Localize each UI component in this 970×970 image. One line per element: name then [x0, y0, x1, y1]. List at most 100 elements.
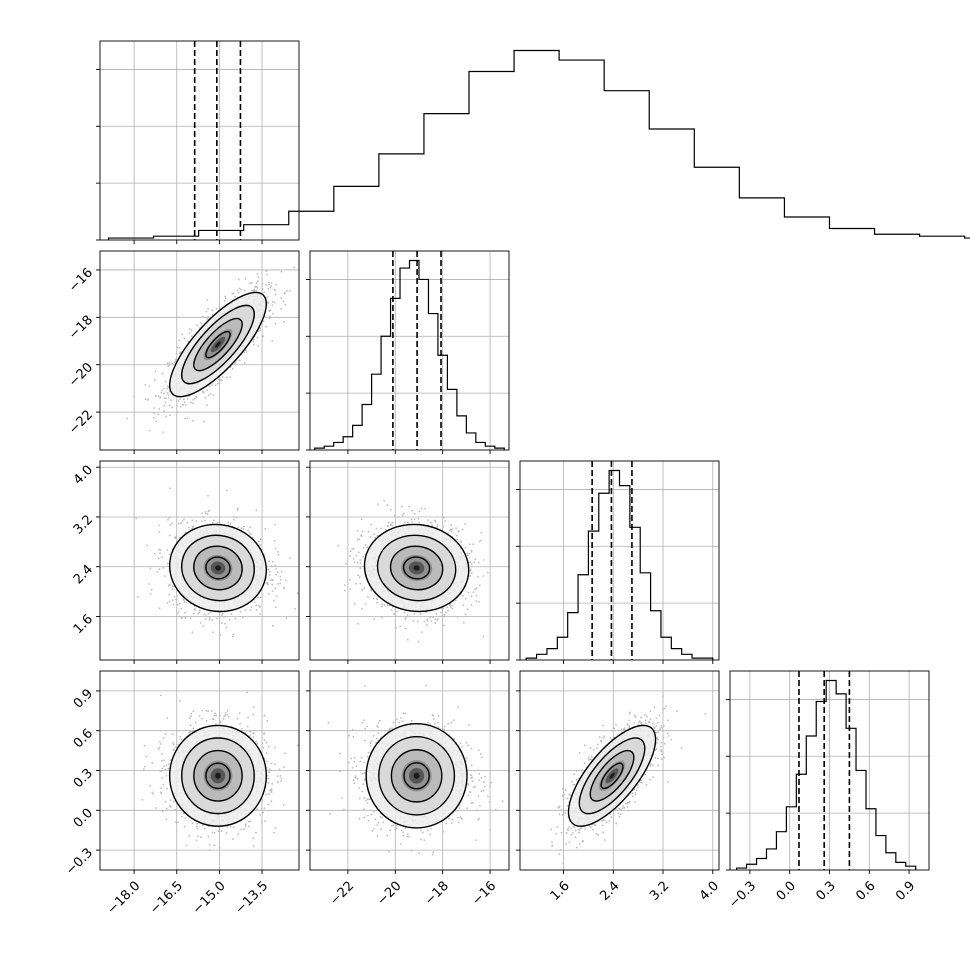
hist-bar [620, 486, 630, 660]
sample-point [166, 549, 169, 551]
hist-bar [671, 649, 681, 660]
sample-point [239, 610, 242, 613]
sample-point [211, 619, 214, 621]
sample-point [268, 560, 270, 563]
sample-point [255, 608, 258, 611]
sample-point [133, 395, 135, 398]
sample-point [370, 523, 372, 526]
sample-point [277, 553, 280, 556]
sample-point [472, 543, 475, 546]
sample-point [180, 607, 183, 610]
sample-point [215, 308, 218, 310]
hist-bar [438, 355, 447, 450]
sample-point [192, 525, 195, 528]
sample-point [163, 404, 166, 407]
sample-point [413, 612, 416, 615]
sample-point [179, 398, 182, 401]
sample-point [261, 282, 264, 285]
sample-point [274, 293, 277, 296]
sample-point [445, 611, 447, 614]
sample-point [237, 507, 239, 510]
sample-point [171, 362, 174, 365]
sample-point [156, 571, 159, 573]
sample-point [280, 308, 282, 310]
sample-point [249, 282, 252, 285]
sample-point [178, 352, 181, 355]
sample-point [204, 511, 207, 513]
sample-point [237, 278, 240, 281]
sample-point [174, 358, 177, 361]
sample-point [243, 525, 245, 528]
sample-point [169, 524, 172, 526]
sample-point [208, 616, 211, 619]
sample-point [263, 291, 265, 294]
sample-point [126, 417, 128, 420]
sample-point [449, 606, 452, 608]
sample-point [176, 612, 178, 615]
sample-point [163, 410, 165, 412]
sample-point [216, 382, 219, 385]
sample-point [424, 508, 427, 510]
sample-point [356, 561, 359, 564]
sample-point [244, 609, 247, 612]
hist-bar [694, 167, 739, 240]
sample-point [381, 603, 384, 606]
sample-point [391, 521, 394, 524]
sample-point [265, 270, 268, 272]
sample-point [432, 616, 434, 619]
sample-point [190, 335, 193, 338]
sample-point [403, 611, 406, 614]
hist-bar [379, 154, 424, 240]
joint-panel-1-2 [310, 461, 509, 660]
sample-point [203, 420, 206, 423]
sample-point [180, 522, 183, 525]
sample-point [440, 615, 443, 618]
hist-bar [661, 637, 671, 660]
sample-point [181, 520, 184, 522]
sample-point [184, 404, 187, 406]
sample-point [221, 376, 224, 378]
sample-point [184, 611, 186, 614]
sample-point [266, 273, 269, 276]
sample-point [148, 429, 151, 432]
sample-point [285, 579, 287, 582]
sample-point [162, 567, 165, 569]
hist-bar [537, 654, 547, 660]
sample-point [249, 609, 252, 611]
sample-point [201, 512, 203, 515]
hist-bar [876, 836, 886, 870]
sample-point [207, 307, 210, 310]
sample-point [164, 575, 166, 577]
sample-point [238, 359, 241, 361]
sample-point [207, 613, 210, 615]
sample-point [294, 608, 296, 610]
hist-bar [457, 416, 466, 450]
sample-point [253, 290, 256, 292]
sample-point [273, 599, 275, 602]
sample-point [475, 594, 478, 597]
sample-point [268, 281, 270, 284]
sample-point [200, 322, 202, 324]
sample-point [355, 554, 358, 557]
sample-point [219, 633, 222, 636]
sample-point [273, 301, 276, 304]
hist-bar [428, 314, 437, 450]
hist-bar [343, 437, 352, 450]
sample-point [186, 521, 189, 524]
sample-point [190, 401, 193, 404]
sample-point [418, 521, 421, 524]
sample-point [234, 617, 237, 620]
sample-point [149, 567, 152, 570]
hist-bar [334, 186, 379, 240]
sample-point [240, 527, 243, 529]
sample-point [166, 362, 169, 364]
hist-bar [776, 832, 786, 870]
joint-panel-0-1 [100, 251, 299, 450]
sample-point [167, 394, 170, 396]
sample-point [219, 522, 221, 524]
sample-point [178, 602, 181, 605]
sample-point [460, 540, 462, 542]
sample-point [423, 620, 426, 623]
sample-point [443, 615, 446, 618]
sample-point [271, 560, 274, 563]
